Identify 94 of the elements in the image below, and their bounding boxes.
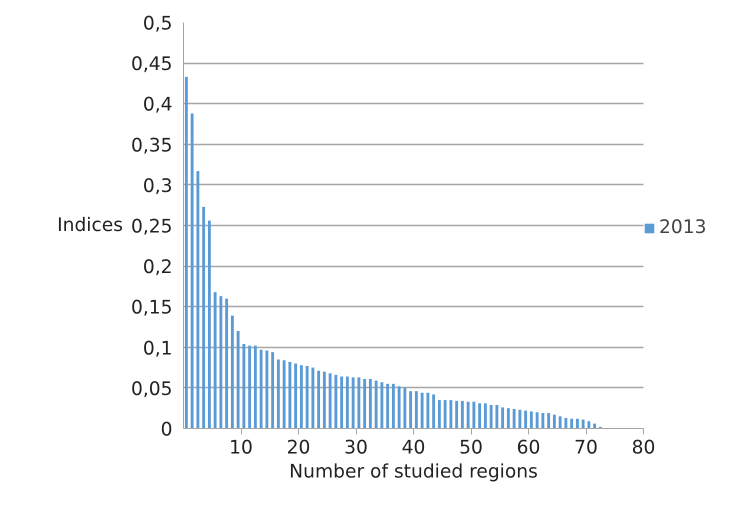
bar [420,392,424,428]
bar [472,402,476,428]
bar [518,410,522,428]
bar [536,412,539,428]
bar [570,418,574,428]
bar [236,331,240,428]
bar [271,352,274,428]
bar [322,372,326,428]
bar [409,391,412,428]
bar [208,220,211,428]
bar [506,408,510,428]
bar [484,403,487,428]
bar [564,418,568,428]
bar [374,380,378,428]
bar [346,376,349,428]
bar [340,376,344,428]
y-tick-label: 0,15 [130,298,173,319]
bar [242,344,246,428]
bar [438,400,441,428]
x-tick-label: 70 [574,438,598,458]
y-tick-label: 0,2 [142,257,172,278]
bar [317,370,320,428]
bar [202,206,206,428]
bar [196,171,200,428]
y-tick-label: 0,5 [142,14,172,34]
bar [254,346,257,428]
bar [478,403,482,428]
bar [501,407,504,428]
bar [524,410,528,428]
bar [357,377,360,428]
bar [558,416,562,428]
bar [547,413,550,428]
y-tick-label: 0,35 [130,135,173,156]
bar [230,316,234,428]
y-tick-label: 0,45 [130,54,173,76]
bar [190,113,194,428]
bar [248,346,252,428]
bar [328,373,332,428]
bar [449,400,452,428]
bar [368,378,372,428]
bar [398,386,401,428]
bar [260,350,263,428]
bar [552,414,556,428]
x-tick-label: 10 [229,438,253,458]
bar [352,377,355,428]
bar [214,292,217,428]
y-tick-label: 0 [160,420,173,440]
y-tick-label: 0,4 [142,94,172,116]
x-tick-label: 20 [286,438,310,458]
bar [444,400,447,428]
bar [184,76,188,428]
bar [530,411,533,428]
x-tick-label: 30 [344,438,368,458]
bar [300,365,303,428]
x-tick-label: 40 [402,438,426,458]
x-axis-title: Number of studied regions [289,462,538,482]
bar [403,388,406,428]
y-tick-label: 0,25 [130,216,173,238]
bar [432,394,436,428]
y-tick-label: 0,05 [130,378,173,400]
bar [219,296,222,428]
bar [587,421,590,428]
bar [414,391,418,428]
bar [576,418,579,428]
bar [466,402,470,428]
bar [288,362,292,428]
bar [455,400,458,428]
bar [380,382,384,428]
bar [363,378,366,428]
bar [460,400,464,428]
legend-label: 2013 [659,217,706,238]
bar [294,364,298,428]
bar [512,409,516,428]
bar [490,404,493,428]
bar [495,404,498,428]
bar [392,384,395,428]
bar [225,298,228,428]
bar [265,350,268,428]
bar [276,359,280,428]
bar [426,392,430,428]
bar [334,374,338,428]
y-axis-title: Indices [57,215,123,236]
bar [582,420,585,428]
bar [311,368,314,428]
x-tick-label: 50 [459,438,483,458]
x-tick-label: 60 [516,438,540,458]
bar [386,384,390,428]
x-tick-label: 80 [632,438,656,458]
bar [541,413,544,428]
bar [593,424,596,428]
y-tick-label: 0,1 [142,338,172,360]
bar [306,366,309,428]
y-tick-label: 0,3 [142,176,172,197]
bar [282,360,286,428]
